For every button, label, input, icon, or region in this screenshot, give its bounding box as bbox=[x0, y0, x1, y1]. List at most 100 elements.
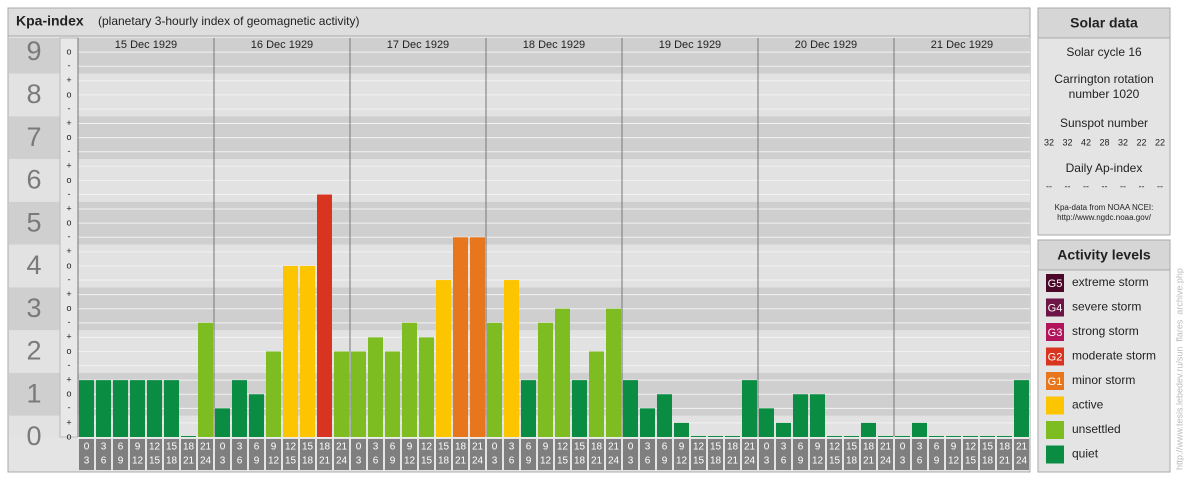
interval-end: 15 bbox=[965, 456, 977, 467]
legend-label: strong storm bbox=[1072, 324, 1139, 338]
legend-code: G5 bbox=[1048, 278, 1063, 290]
interval-box bbox=[708, 439, 723, 470]
bar bbox=[929, 436, 944, 437]
y-tick-label: 9 bbox=[26, 36, 41, 66]
y-minor-label: + bbox=[66, 203, 71, 213]
interval-end: 9 bbox=[662, 456, 668, 467]
bar bbox=[946, 436, 961, 437]
interval-start: 21 bbox=[200, 442, 212, 453]
interval-start: 12 bbox=[829, 442, 841, 453]
interval-start: 3 bbox=[917, 442, 923, 453]
level-band bbox=[9, 38, 60, 74]
legend-code: G4 bbox=[1048, 302, 1063, 314]
interval-box bbox=[555, 439, 570, 470]
interval-box bbox=[572, 439, 587, 470]
bar bbox=[674, 422, 689, 437]
interval-end: 15 bbox=[557, 456, 569, 467]
bar bbox=[878, 436, 893, 437]
interval-box bbox=[946, 439, 961, 470]
interval-box bbox=[844, 439, 859, 470]
interval-end: 24 bbox=[472, 456, 484, 467]
interval-end: 12 bbox=[812, 456, 824, 467]
interval-box bbox=[521, 439, 536, 470]
legend-label: moderate storm bbox=[1072, 349, 1156, 363]
bar bbox=[657, 394, 672, 437]
bar bbox=[351, 351, 366, 437]
bar bbox=[385, 351, 400, 437]
interval-box bbox=[402, 439, 417, 470]
sunspot-title: Sunspot number bbox=[1060, 116, 1148, 130]
bar bbox=[96, 380, 111, 437]
day-label: 19 Dec 1929 bbox=[659, 39, 721, 51]
interval-start: 15 bbox=[166, 442, 178, 453]
interval-end: 24 bbox=[1016, 456, 1028, 467]
interval-start: 15 bbox=[982, 442, 994, 453]
interval-start: 15 bbox=[846, 442, 858, 453]
level-band bbox=[9, 159, 60, 202]
interval-start: 9 bbox=[271, 442, 277, 453]
interval-box bbox=[181, 439, 196, 470]
interval-end: 3 bbox=[900, 456, 906, 467]
interval-box bbox=[895, 439, 910, 470]
interval-end: 6 bbox=[917, 456, 923, 467]
y-minor-label: o bbox=[66, 132, 71, 142]
bar bbox=[980, 436, 995, 437]
interval-start: 12 bbox=[557, 442, 569, 453]
interval-end: 15 bbox=[421, 456, 433, 467]
interval-end: 3 bbox=[764, 456, 770, 467]
interval-end: 3 bbox=[492, 456, 498, 467]
bar bbox=[334, 351, 349, 437]
interval-start: 0 bbox=[764, 442, 770, 453]
y-minor-label: + bbox=[66, 75, 71, 85]
y-minor-label: - bbox=[68, 274, 71, 284]
solar-title: Solar data bbox=[1070, 15, 1138, 31]
interval-start: 18 bbox=[455, 442, 467, 453]
y-minor-label: o bbox=[66, 175, 71, 185]
interval-box bbox=[929, 439, 944, 470]
interval-start: 21 bbox=[744, 442, 756, 453]
interval-box bbox=[283, 439, 298, 470]
chart-title: Kpa-index bbox=[16, 13, 84, 29]
level-band bbox=[9, 415, 60, 437]
bar bbox=[504, 280, 519, 437]
sunspot-value: 22 bbox=[1136, 137, 1146, 147]
activity-header bbox=[1037, 239, 1171, 271]
bar bbox=[79, 380, 94, 437]
ap-value: -- bbox=[1083, 181, 1089, 191]
ap-value: -- bbox=[1157, 181, 1163, 191]
interval-end: 15 bbox=[829, 456, 841, 467]
interval-start: 18 bbox=[319, 442, 331, 453]
interval-box bbox=[861, 439, 876, 470]
interval-end: 24 bbox=[744, 456, 756, 467]
level-band bbox=[78, 415, 1030, 437]
bar bbox=[130, 380, 145, 437]
interval-start: 9 bbox=[135, 442, 141, 453]
bar bbox=[164, 380, 179, 437]
legend-label: minor storm bbox=[1072, 373, 1135, 387]
interval-end: 12 bbox=[404, 456, 416, 467]
interval-start: 15 bbox=[438, 442, 450, 453]
source-url: http://www.ngdc.noaa.gov/ bbox=[1057, 213, 1152, 222]
interval-start: 9 bbox=[407, 442, 413, 453]
interval-box bbox=[759, 439, 774, 470]
interval-end: 18 bbox=[846, 456, 858, 467]
interval-box bbox=[1014, 439, 1029, 470]
interval-start: 12 bbox=[285, 442, 297, 453]
interval-box bbox=[198, 439, 213, 470]
interval-end: 21 bbox=[727, 456, 739, 467]
level-band bbox=[78, 38, 1030, 74]
legend-label: active bbox=[1072, 398, 1104, 412]
y-minor-label: o bbox=[66, 89, 71, 99]
interval-box bbox=[300, 439, 315, 470]
interval-box bbox=[980, 439, 995, 470]
bar bbox=[572, 380, 587, 437]
ap-value: -- bbox=[1065, 181, 1071, 191]
interval-box bbox=[453, 439, 468, 470]
bar bbox=[844, 436, 859, 437]
interval-box bbox=[487, 439, 502, 470]
y-minor-label: + bbox=[66, 246, 71, 256]
interval-box bbox=[130, 439, 145, 470]
bar bbox=[198, 322, 213, 437]
ap-value: -- bbox=[1102, 181, 1108, 191]
bar bbox=[317, 194, 332, 437]
